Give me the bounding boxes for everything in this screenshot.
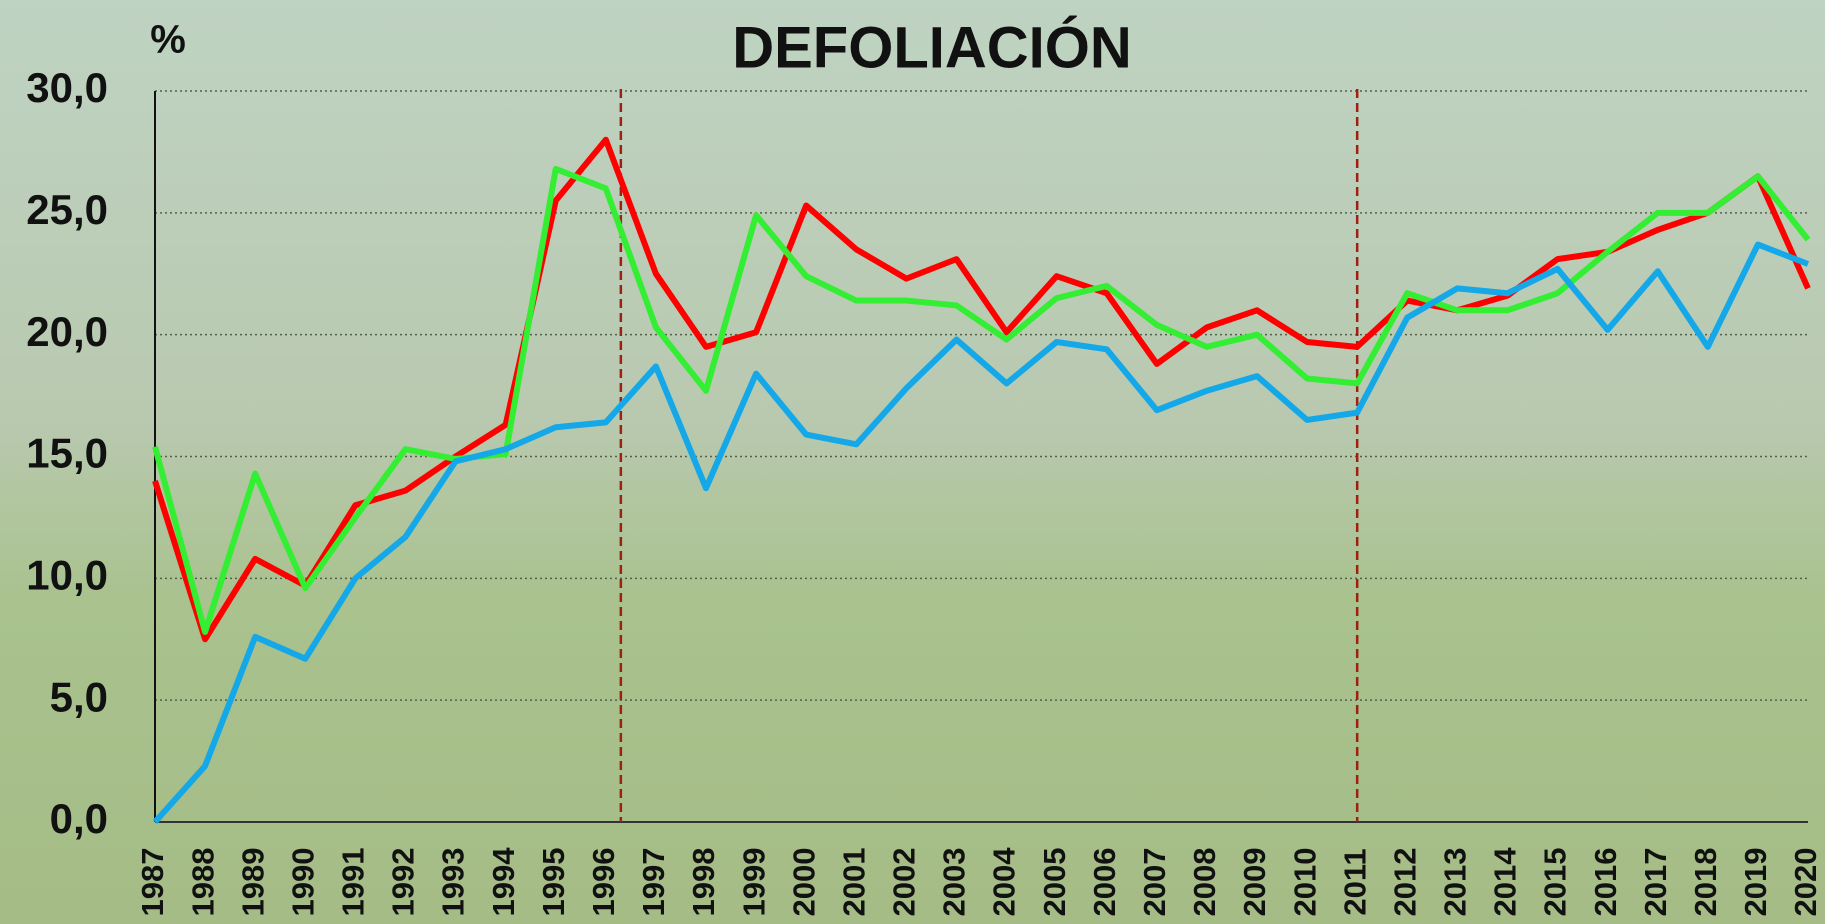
x-tick-label: 2016 — [1588, 848, 1623, 917]
x-tick-label: 1992 — [386, 848, 421, 917]
chart-title: DEFOLIACIÓN — [732, 15, 1132, 80]
y-tick-label: 25,0 — [26, 186, 108, 233]
x-tick-label: 1999 — [736, 848, 771, 917]
x-tick-label: 2001 — [836, 848, 871, 917]
x-tick-label: 1991 — [336, 848, 371, 917]
y-tick-label: 0,0 — [50, 795, 108, 842]
x-tick-label: 2005 — [1037, 848, 1072, 917]
x-tick-label: 2020 — [1788, 848, 1823, 917]
x-tick-label: 1998 — [686, 848, 721, 917]
x-tick-label: 2017 — [1638, 848, 1673, 917]
x-tick-label: 2004 — [987, 847, 1022, 917]
y-tick-label: 5,0 — [50, 673, 108, 720]
y-tick-label: 20,0 — [26, 308, 108, 355]
data-line — [152, 165, 1811, 635]
x-tick-label: 2019 — [1738, 848, 1773, 917]
x-tick-label: 2013 — [1438, 848, 1473, 917]
data-line — [152, 136, 1811, 643]
x-tick-label: 1987 — [135, 848, 170, 917]
x-tick-label: 1990 — [285, 848, 320, 917]
x-tick-label: 2015 — [1538, 848, 1573, 917]
x-tick-label: 1996 — [586, 848, 621, 917]
x-tick-label: 1988 — [185, 848, 220, 917]
x-tick-label: 2000 — [786, 848, 821, 917]
x-tick-label: 2009 — [1237, 848, 1272, 917]
x-tick-label: 1994 — [486, 847, 521, 917]
x-tick-label: 2010 — [1287, 848, 1322, 917]
x-tick-label: 2003 — [937, 848, 972, 917]
x-tick-label: 2007 — [1137, 848, 1172, 917]
x-tick-label: 1995 — [536, 848, 571, 917]
x-tick-label: 2011 — [1337, 848, 1372, 915]
x-tick-label: 1989 — [235, 848, 270, 917]
x-tick-label: 2014 — [1488, 847, 1523, 917]
x-tick-label: 1993 — [436, 848, 471, 917]
y-axis-label: % — [150, 18, 186, 62]
data-line — [152, 241, 1810, 824]
x-tick-label: 1997 — [636, 848, 671, 917]
x-tick-label: 2008 — [1187, 848, 1222, 917]
x-tick-label: 2012 — [1387, 848, 1422, 917]
x-tick-label: 2018 — [1688, 848, 1723, 917]
y-tick-label: 30,0 — [26, 64, 108, 111]
y-tick-label: 15,0 — [26, 430, 108, 477]
y-tick-label: 10,0 — [26, 551, 108, 598]
x-tick-label: 2006 — [1087, 848, 1122, 917]
plot-area: 0,0 5,0 10,0 15,0 20,0 25,0 30,0 1987 1988 1989 19… — [26, 64, 1823, 916]
x-tick-label: 2002 — [887, 848, 922, 917]
